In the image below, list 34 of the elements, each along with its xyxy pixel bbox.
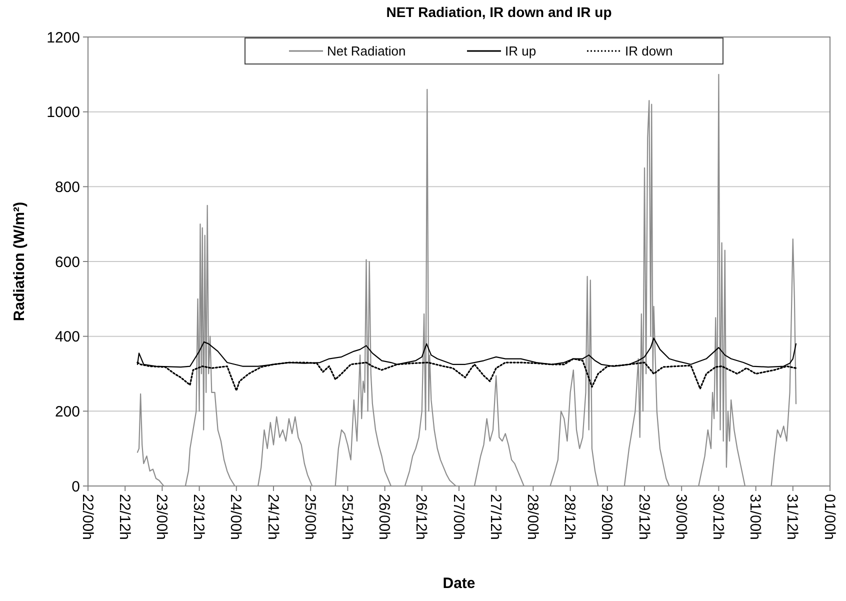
x-tick-label: 31/00h [746,494,764,540]
x-tick-label: 29/12h [635,494,652,540]
x-tick-label: 22/12h [116,494,133,540]
y-tick-label: 1000 [46,104,80,122]
x-tick-label: 29/00h [598,494,616,540]
x-tick-label: 25/00h [301,494,318,540]
x-tick-label: 24/00h [227,494,244,540]
x-tick-label: 23/12h [190,494,208,540]
x-axis-title: Date [442,575,476,592]
y-tick-label: 1200 [46,29,80,46]
x-tick-label: 30/00h [672,494,690,540]
x-tick-label: 30/12h [709,494,726,540]
x-tick-label: 28/12h [561,494,578,540]
y-tick-label: 0 [72,478,80,496]
x-tick-label: 27/00h [450,494,467,540]
y-tick-label: 200 [54,403,80,420]
y-axis-title: Radiation (W/m²) [11,202,28,322]
x-tick-label: 01/00h [820,494,838,540]
x-tick-label: 24/12h [264,494,282,540]
x-tick-label: 26/00h [376,494,393,540]
x-tick-label: 31/12h [784,494,801,540]
chart-title: NET Radiation, IR down and IR up [386,4,612,20]
y-tick-label: 800 [54,178,80,196]
x-tick-label: 26/12h [412,494,430,540]
y-tick-label: 600 [54,254,80,271]
x-tick-label: 25/12h [338,494,356,540]
y-tick-label: 400 [54,328,80,346]
legend-label: Net Radiation [327,44,406,59]
x-tick-label: 23/00h [152,494,170,540]
legend-label: IR down [625,44,673,59]
x-tick-label: 22/00h [78,494,96,540]
legend-label: IR up [505,44,536,59]
x-tick-label: 28/00h [524,494,541,540]
x-tick-label: 27/12h [486,494,504,540]
